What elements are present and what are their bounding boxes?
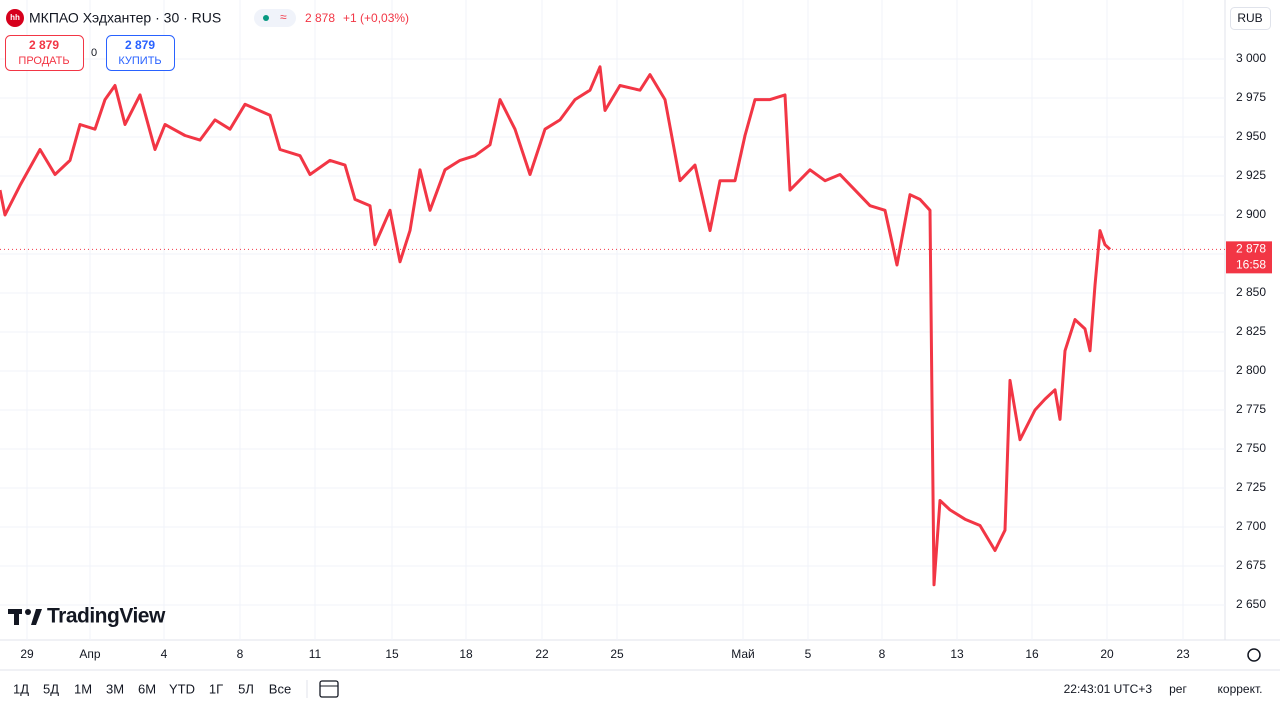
symbol-title: МКПАО Хэдхантер · 30 · RUS bbox=[29, 10, 221, 26]
last-price-label: 2 878 bbox=[1236, 242, 1266, 256]
price-change: +1 (+0,03%) bbox=[343, 11, 409, 25]
buy-button[interactable] bbox=[106, 35, 175, 71]
period-button[interactable]: 3М bbox=[106, 681, 124, 696]
y-tick-label: 2 825 bbox=[1236, 324, 1266, 338]
brand-logo bbox=[8, 609, 42, 625]
x-tick-label: Май bbox=[731, 647, 755, 661]
x-tick-label: 8 bbox=[237, 647, 244, 661]
x-tick-label: 22 bbox=[535, 647, 549, 661]
y-tick-label: 2 725 bbox=[1236, 480, 1266, 494]
price: 2 878 bbox=[305, 11, 335, 25]
period-button[interactable]: 1М bbox=[74, 681, 92, 696]
y-tick-label: 2 750 bbox=[1236, 441, 1266, 455]
period-button[interactable]: YTD bbox=[169, 681, 195, 696]
period-button[interactable]: 6М bbox=[138, 681, 156, 696]
y-tick-label: 2 850 bbox=[1236, 285, 1266, 299]
period-button[interactable]: 5Д bbox=[43, 681, 59, 696]
x-tick-label: 18 bbox=[459, 647, 473, 661]
x-tick-label: 16 bbox=[1025, 647, 1039, 661]
last-price-box bbox=[1226, 241, 1272, 274]
period-button[interactable]: 5Л bbox=[238, 681, 254, 696]
brand-name: TradingView bbox=[47, 605, 166, 628]
buy-price: 2 879 bbox=[125, 38, 155, 52]
x-tick-label: 5 bbox=[805, 647, 812, 661]
currency-button[interactable] bbox=[1230, 7, 1271, 30]
x-tick-label: 15 bbox=[385, 647, 399, 661]
x-tick-label: Апр bbox=[79, 647, 101, 661]
period-button[interactable]: Все bbox=[269, 681, 291, 696]
x-tick-label: 11 bbox=[309, 647, 322, 661]
y-tick-label: 2 950 bbox=[1236, 129, 1266, 143]
symbol-logo bbox=[6, 9, 24, 27]
currency: RUB bbox=[1237, 11, 1262, 25]
y-tick-label: 2 925 bbox=[1236, 168, 1266, 182]
x-tick-label: 29 bbox=[20, 647, 34, 661]
session[interactable]: рег bbox=[1169, 682, 1187, 696]
y-tick-label: 3 000 bbox=[1236, 51, 1266, 65]
x-tick-label: 13 bbox=[950, 647, 964, 661]
y-tick-label: 2 775 bbox=[1236, 402, 1266, 416]
date-range-icon[interactable] bbox=[319, 680, 339, 698]
market-open-dot bbox=[263, 15, 269, 21]
y-tick-label: 2 675 bbox=[1236, 558, 1266, 572]
period-button[interactable]: 1Д bbox=[13, 681, 29, 696]
y-tick-label: 2 650 bbox=[1236, 597, 1266, 611]
x-tick-label: 4 bbox=[161, 647, 168, 661]
settings-icon[interactable] bbox=[1247, 648, 1261, 662]
price-line bbox=[0, 65, 1112, 587]
sell-label: ПРОДАТЬ bbox=[18, 55, 69, 67]
x-tick-label: 20 bbox=[1100, 647, 1114, 661]
x-tick-label: 25 bbox=[610, 647, 624, 661]
status-badge[interactable] bbox=[254, 9, 296, 27]
sell-button[interactable] bbox=[5, 35, 84, 71]
clock: 22:43:01 UTC+3 bbox=[1064, 682, 1153, 696]
delay-icon: ≈ bbox=[280, 10, 287, 24]
logo-text: hh bbox=[10, 13, 20, 22]
buy-label: КУПИТЬ bbox=[118, 55, 161, 67]
countdown: 16:58 bbox=[1236, 258, 1266, 272]
y-tick-label: 2 700 bbox=[1236, 519, 1266, 533]
spread: 0 bbox=[91, 47, 97, 59]
period-button[interactable]: 1Г bbox=[209, 681, 223, 696]
x-tick-label: 8 bbox=[879, 647, 886, 661]
x-tick-label: 23 bbox=[1176, 647, 1190, 661]
adjust[interactable]: коррект. bbox=[1218, 682, 1263, 696]
y-tick-label: 2 800 bbox=[1236, 363, 1266, 377]
sell-price: 2 879 bbox=[29, 38, 59, 52]
y-tick-label: 2 975 bbox=[1236, 90, 1266, 104]
y-tick-label: 2 900 bbox=[1236, 207, 1266, 221]
